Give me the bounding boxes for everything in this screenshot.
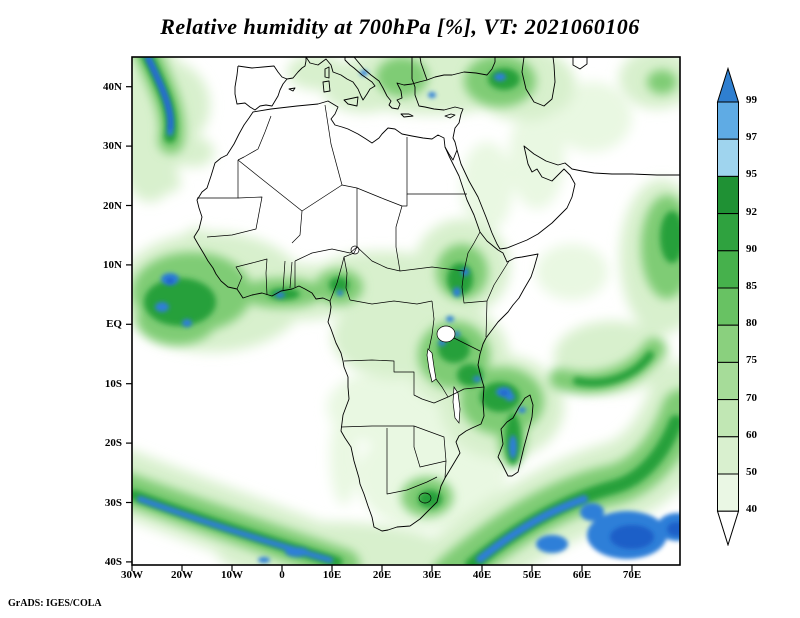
colorbar-segment xyxy=(717,399,739,438)
colorbar-segment xyxy=(717,101,739,140)
lat-tick-label: 20S xyxy=(104,437,122,450)
humidity-shading xyxy=(132,57,680,565)
lon-tick-label: 0 xyxy=(279,569,285,581)
lat-tick-label: 10N xyxy=(103,258,122,271)
map-frame xyxy=(131,56,681,566)
colorbar-tick-label: 99 xyxy=(746,94,757,106)
colorbar-segment xyxy=(717,250,739,289)
lat-tick-label: EQ xyxy=(106,318,122,331)
lakes xyxy=(350,245,461,424)
lon-tick-label: 30W xyxy=(121,569,143,581)
coastlines xyxy=(193,57,680,532)
lat-tick-label: 20N xyxy=(103,199,122,212)
lon-tick-label: 10E xyxy=(322,569,342,581)
colorbar-segment xyxy=(717,436,739,475)
plot-title: Relative humidity at 700hPa [%], VT: 202… xyxy=(160,14,640,39)
colorbar-tick-label: 70 xyxy=(746,391,757,404)
colorbar-segment xyxy=(716,67,740,103)
colorbar-tick-label: 85 xyxy=(746,280,757,292)
colorbar-tick-label: 92 xyxy=(746,205,757,218)
colorbar-segment xyxy=(717,213,739,252)
colorbar-segment xyxy=(717,473,739,512)
colorbar-tick-label: 90 xyxy=(746,242,757,255)
colorbar-segment xyxy=(717,138,739,177)
colorbar-scale xyxy=(716,67,740,546)
colorbar-tick-label: 95 xyxy=(746,168,757,181)
colorbar-tick-label: 50 xyxy=(746,466,757,478)
lon-tick-label: 60E xyxy=(572,569,592,581)
lon-tick-label: 10W xyxy=(221,569,243,581)
colorbar-segment xyxy=(717,324,739,363)
colorbar-tick-label: 80 xyxy=(746,317,757,330)
country-borders xyxy=(197,104,510,504)
footer-attribution: GrADS: IGES/COLA xyxy=(8,598,102,609)
humidity-map xyxy=(126,56,681,571)
lat-tick-label: 30N xyxy=(103,140,122,153)
lon-tick-label: 20E xyxy=(372,569,392,581)
lat-tick-label: 10S xyxy=(104,377,122,390)
map-area: 40N 30N 20N 10N EQ 10S 20S 30S 40S 30W 20W 10W 0 10E 2… xyxy=(78,53,726,598)
colorbar-tick-label: 75 xyxy=(746,354,757,367)
lat-tick-label: 40S xyxy=(104,555,122,568)
colorbar-segment xyxy=(716,510,740,546)
lon-tick-label: 30E xyxy=(422,569,442,581)
colorbar-segment xyxy=(717,287,739,326)
lat-tick-label: 40N xyxy=(103,80,122,93)
colorbar-tick-label: 97 xyxy=(746,131,757,144)
colorbar-tick-label: 60 xyxy=(746,428,757,441)
colorbar-segment xyxy=(717,175,739,215)
lat-tick-label: 30S xyxy=(104,496,122,509)
lon-tick-label: 50E xyxy=(522,569,542,581)
colorbar-tick-label: 40 xyxy=(746,503,757,516)
lon-tick-label: 70E xyxy=(622,569,642,581)
lon-tick-label: 20W xyxy=(171,569,193,581)
colorbar: 99 97 95 92 90 85 80 75 70 60 50 40 xyxy=(716,67,800,567)
colorbar-segment xyxy=(717,361,739,401)
lon-tick-label: 40E xyxy=(472,569,492,581)
axis-ticks xyxy=(126,86,633,571)
